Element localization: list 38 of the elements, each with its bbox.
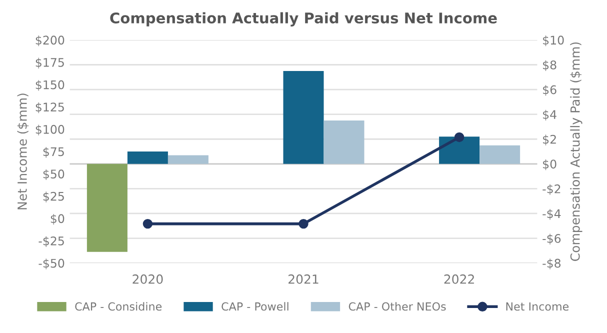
y-axis-title: Net Income ($mm) [17,94,29,210]
bar [480,145,520,164]
legend-label: Net Income [506,302,569,311]
bar [168,155,208,164]
y2-tick-label: $2 [543,134,556,146]
y-tick-label: $50 [43,169,64,180]
y2-tick-label: $8 [543,60,556,71]
bar [127,152,168,164]
y2-tick-label: $10 [543,35,564,46]
x-tick-label: 2021 [288,274,318,284]
y2-tick-label: -$2 [542,184,560,195]
y-tick-label: -$25 [38,236,64,247]
bar [283,70,324,164]
y2-tick-label: -$4 [542,209,561,220]
chart-title: Compensation Actually Paid versus Net Income [110,12,497,26]
y-tick-label: $125 [36,102,64,114]
y-tick-label: $25 [43,192,64,202]
y2-tick-label: -$6 [542,234,561,244]
y2-tick-label: -$8 [542,258,561,270]
bar [324,120,364,164]
y2-tick-label: $0 [543,159,556,170]
legend-label: CAP - Powell [222,302,288,311]
y-tick-label: $150 [36,80,64,91]
y-tick-label: $0 [50,214,64,225]
y-tick-label: $175 [36,58,64,68]
y-tick-label: -$50 [38,258,64,270]
x-tick-label: 2020 [132,274,163,284]
y-tick-label: $100 [36,124,64,136]
y2-axis-title: Compensation Actually Paid ($mm) [570,42,582,261]
x-tick-label: 2022 [444,274,474,284]
bar [86,164,128,252]
legend-label: CAP - Other NEOs [348,302,446,311]
bar [439,136,480,164]
y-tick-label: $75 [43,147,64,158]
y2-tick-label: $4 [543,110,556,121]
y-tick-label: $200 [36,35,64,46]
y2-tick-label: $6 [543,85,556,96]
legend-label: CAP - Considine [75,302,162,311]
